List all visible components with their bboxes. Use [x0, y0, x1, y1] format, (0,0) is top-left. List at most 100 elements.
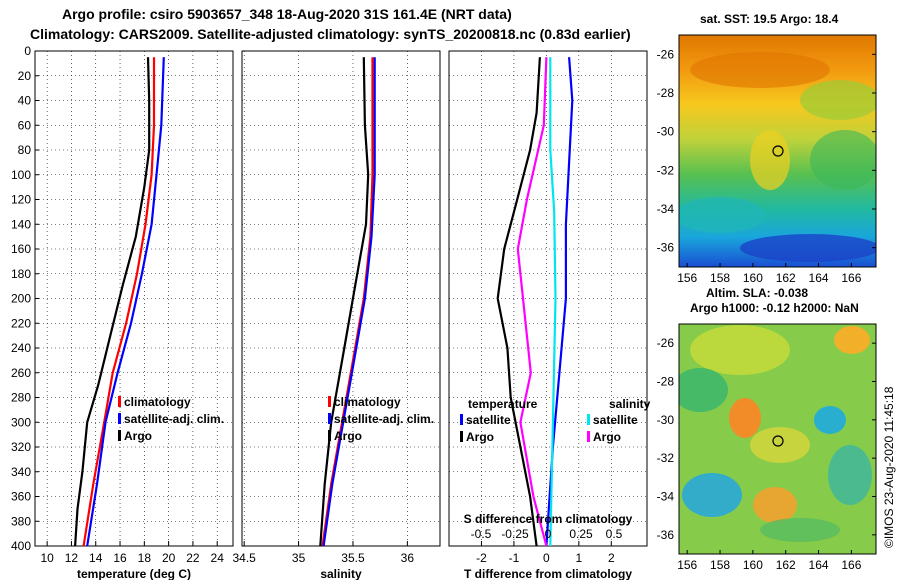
difference-series-s-argo	[516, 57, 548, 547]
difference-series-s-satellite	[549, 57, 557, 547]
sla-map-axes: 156 158 160 162 164 166 -26 -28 -30 -32 -34 -36	[657, 336, 876, 572]
sst-map-title: sat. SST: 19.5 Argo: 18.4	[700, 12, 839, 26]
difference-panel: -2 -1 0 1 2 T difference from climatology	[448, 50, 648, 580]
title-line-1: Argo profile: csiro 5903657_348 18-Aug-2…	[62, 6, 512, 22]
difference-xtick-label: 0	[543, 551, 550, 565]
temperature-legend-argo: Argo	[124, 429, 152, 443]
temperature-xtick-label: 24	[211, 551, 225, 565]
salinity-legend-swatch-satellite	[328, 413, 331, 424]
diff-legend-temp-argo: Argo	[466, 430, 494, 444]
sla-map-xtick-label: 160	[743, 558, 763, 572]
sla-map-xtick-label: 166	[841, 558, 861, 572]
sla-map-xtick-label: 156	[677, 558, 697, 572]
depth-tick-label: 220	[11, 316, 31, 330]
temperature-legend: climatology satellite-adj. clim. Argo	[118, 395, 224, 443]
sst-float-marker	[772, 145, 784, 157]
temperature-legend-swatch-climatology	[118, 396, 121, 407]
depth-tick-label: 140	[11, 217, 31, 231]
diff-top-tick: 0.5	[606, 527, 623, 541]
salinity-frame	[241, 50, 441, 547]
diff-legend-temp-swatch-0	[460, 414, 463, 425]
sla-map-ytick-label: -36	[657, 528, 675, 542]
sst-map-xtick-label: 164	[809, 271, 829, 285]
sla-map-ytick-label: -26	[657, 336, 675, 350]
depth-tick-label: 320	[11, 440, 31, 454]
sst-map-xtick-label: 158	[710, 271, 730, 285]
depth-tick-label: 400	[11, 539, 31, 553]
depth-tick-label: 200	[11, 292, 31, 306]
diff-legend-temp-swatch-1	[460, 431, 463, 442]
depth-tick-label: 60	[18, 118, 32, 132]
title-line-2: Climatology: CARS2009. Satellite-adjuste…	[30, 26, 631, 42]
temperature-legend-climatology: climatology	[124, 395, 191, 409]
salinity-legend-argo: Argo	[334, 429, 362, 443]
temperature-legend-swatch-satellite	[118, 413, 121, 424]
sst-map-ytick-label: -34	[657, 202, 675, 216]
sla-map-title-1: Altim. SLA: -0.038	[706, 286, 809, 300]
sla-map-ytick-label: -32	[657, 451, 675, 465]
temperature-xtick-label: 14	[89, 551, 103, 565]
sst-map-ytick-label: -36	[657, 241, 675, 255]
depth-tick-label: 20	[18, 69, 32, 83]
sst-map	[678, 34, 877, 268]
salinity-legend-satellite: satellite-adj. clim.	[334, 412, 434, 426]
salinity-xtick-label: 34.5	[232, 551, 256, 565]
sla-map-title-2: Argo h1000: -0.12 h2000: NaN	[690, 301, 859, 315]
salinity-panel: 34.5 35 35.5 36 salinity	[232, 50, 441, 580]
diff-legend-sal-swatch-0	[587, 414, 590, 425]
temperature-xtick-label: 20	[162, 551, 176, 565]
difference-legend: temperature salinity satellite Argo satellit…	[460, 397, 651, 541]
temperature-xtick-label: 12	[65, 551, 79, 565]
salinity-xtick-label: 35.5	[341, 551, 365, 565]
sst-map-ytick-label: -26	[657, 47, 675, 61]
temperature-series-climatology	[82, 57, 156, 547]
sst-map-ytick-label: -32	[657, 163, 675, 177]
depth-tick-label: 300	[11, 415, 31, 429]
depth-tick-label: 180	[11, 267, 31, 281]
salinity-legend-swatch-climatology	[328, 396, 331, 407]
salinity-xtick-label: 36	[401, 551, 415, 565]
salinity-legend-climatology: climatology	[334, 395, 401, 409]
temperature-xtick-label: 16	[113, 551, 127, 565]
difference-xlabel: T difference from climatology	[464, 567, 632, 580]
depth-tick-label: 100	[11, 168, 31, 182]
diff-top-label: S difference from climatology	[464, 512, 633, 526]
salinity-series-satellite	[322, 57, 376, 547]
depth-tick-label: 160	[11, 242, 31, 256]
sst-map-ytick-label: -28	[657, 86, 675, 100]
depth-tick-label: 380	[11, 514, 31, 528]
salinity-legend: climatology satellite-adj. clim. Argo	[328, 395, 434, 443]
sla-map-ytick-label: -30	[657, 413, 675, 427]
temperature-xtick-label: 18	[138, 551, 152, 565]
diff-legend-salinity-heading: salinity	[609, 397, 651, 411]
sla-map-xtick-label: 162	[776, 558, 796, 572]
sla-map-xtick-label: 164	[809, 558, 829, 572]
sst-map-xtick-label: 166	[841, 271, 861, 285]
difference-xtick-label: 1	[575, 551, 582, 565]
temperature-panel: 10 12 14 16 18 20 22 24 temperature (deg C) 0 20 40…	[11, 44, 234, 580]
diff-legend-sal-swatch-1	[587, 431, 590, 442]
temperature-series-argo	[74, 57, 151, 547]
diff-legend-temp-satellite: satellite	[466, 413, 511, 427]
difference-xtick-label: -1	[509, 551, 520, 565]
depth-tick-label: 360	[11, 490, 31, 504]
diff-top-tick: -0.5	[471, 527, 492, 541]
sst-map-axes: 156 158 160 162 164 166 -26 -28 -30 -32 -34 -36	[657, 47, 876, 285]
sst-map-xtick-label: 156	[677, 271, 697, 285]
depth-tick-label: 120	[11, 193, 31, 207]
temperature-xtick-label: 22	[186, 551, 200, 565]
sla-float-marker	[772, 435, 784, 447]
diff-top-tick: 0	[545, 527, 552, 541]
sla-map	[678, 323, 877, 555]
sst-map-ytick-label: -30	[657, 125, 675, 139]
depth-tick-label: 40	[18, 94, 32, 108]
salinity-xlabel: salinity	[320, 567, 362, 580]
sst-map-xtick-label: 162	[776, 271, 796, 285]
temperature-series-satellite	[86, 57, 165, 547]
temperature-xlabel: temperature (deg C)	[77, 567, 191, 580]
depth-tick-label: 260	[11, 366, 31, 380]
diff-top-tick: -0.25	[501, 527, 529, 541]
depth-tick-label: 80	[18, 143, 32, 157]
diff-legend-sal-satellite: satellite	[593, 413, 638, 427]
sst-map-xtick-label: 160	[743, 271, 763, 285]
